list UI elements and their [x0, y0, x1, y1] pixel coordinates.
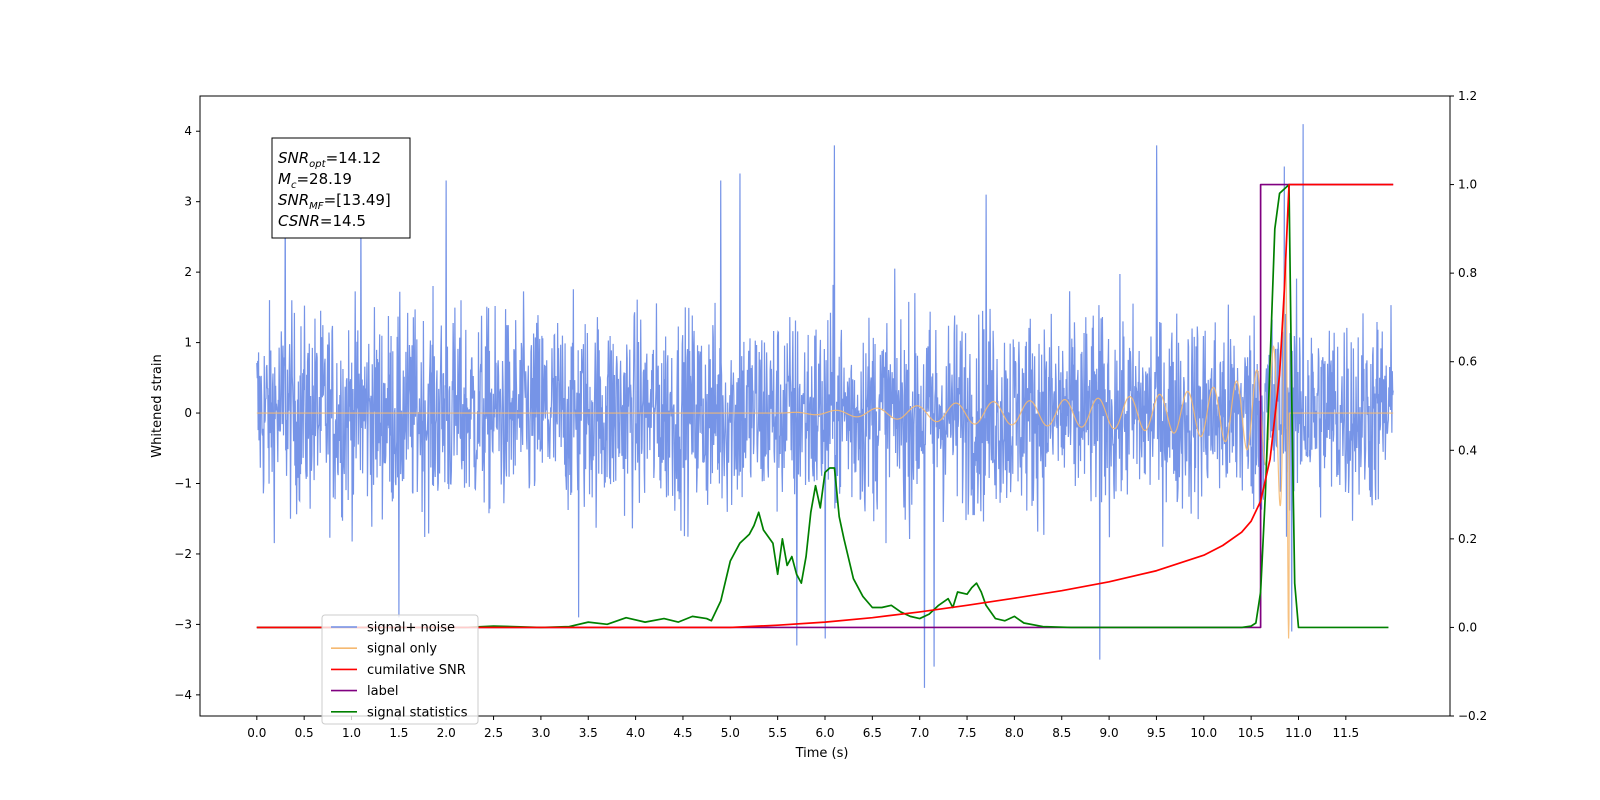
annotation-line: CSNR=14.5 [278, 212, 366, 230]
x-tick-label: 6.0 [815, 726, 834, 740]
x-tick-label: 8.0 [1005, 726, 1024, 740]
y-tick-label-right: −0.2 [1458, 709, 1487, 723]
annotation-symbol: SNR [278, 149, 309, 167]
x-tick-label: 1.0 [342, 726, 361, 740]
legend-label: signal statistics [367, 705, 468, 720]
y-axis-label: Whitened strain [150, 354, 165, 457]
series-layer [256, 124, 1394, 688]
y-tick-label-left: 4 [184, 124, 192, 138]
y-tick-label-left: 2 [184, 265, 192, 279]
series-signal-only-line [256, 254, 1394, 639]
x-tick-label: 2.5 [484, 726, 503, 740]
annotation-frame [271, 137, 411, 239]
x-tick-label: 10.5 [1238, 726, 1265, 740]
x-axis: 0.0 0.5 1.0 1.5 2.0 2.5 3.0 3.5 4.0 4.5 5.0 5.5 6.0 6… [247, 716, 1359, 740]
y-tick-label-right: 0.8 [1458, 266, 1477, 280]
annotation-value: =14.5 [320, 212, 366, 230]
y-tick-label-left: −3 [174, 617, 192, 631]
annotation-box: SNRopt=14.12Mc=28.19SNRMF=[13.49]CSNR=14… [271, 137, 411, 239]
x-tick-label: 3.0 [531, 726, 550, 740]
annotation-subscript: MF [309, 201, 324, 212]
y-axis-right: 1.2 1.0 0.8 0.6 0.4 0.2 0.0 −0.2 [1450, 89, 1487, 723]
legend-label: cumilative SNR [367, 663, 466, 678]
annotation-line: Mc=28.19 [278, 170, 352, 191]
annotation-value: =14.12 [326, 149, 382, 167]
legend-items: signal+ noise signal only cumilative SNR la… [331, 621, 468, 720]
x-tick-label: 6.5 [863, 726, 882, 740]
legend-label: signal+ noise [367, 621, 455, 636]
x-tick-label: 11.5 [1332, 726, 1359, 740]
annotation-subscript: c [291, 180, 297, 191]
x-tick-label: 8.5 [1052, 726, 1071, 740]
series-signal-statistics-line [256, 183, 1389, 629]
annotation-line: SNRMF=[13.49] [278, 191, 391, 212]
legend-label: signal only [367, 642, 437, 657]
annotation-symbol: M [278, 170, 291, 188]
annotation-subscript: opt [309, 159, 326, 170]
x-tick-label: 0.0 [247, 726, 266, 740]
x-tick-label: 3.5 [579, 726, 598, 740]
y-tick-label-left: −1 [174, 477, 192, 491]
y-tick-label-right: 0.2 [1458, 532, 1477, 546]
x-tick-label: 9.5 [1147, 726, 1166, 740]
x-tick-label: 4.0 [626, 726, 645, 740]
y-tick-label-right: 0.4 [1458, 443, 1477, 457]
x-tick-label: 2.0 [437, 726, 456, 740]
annotation-text: SNRopt=14.12Mc=28.19SNRMF=[13.49]CSNR=14… [278, 149, 391, 230]
y-tick-label-right: 0.6 [1458, 355, 1477, 369]
annotation-value: =[13.49] [324, 191, 391, 209]
y-tick-label-right: 0.0 [1458, 620, 1477, 634]
y-axis-left: 4 3 2 1 0 −1 −2 −3 −4 [174, 124, 200, 702]
x-tick-label: 7.5 [957, 726, 976, 740]
x-tick-label: 1.5 [389, 726, 408, 740]
series-cumulative-snr-line [256, 183, 1394, 629]
x-tick-label: 11.0 [1285, 726, 1312, 740]
annotation-symbol: SNR [278, 191, 309, 209]
x-tick-label: 10.0 [1190, 726, 1217, 740]
legend-frame [321, 614, 479, 725]
annotation-symbol: CSNR [278, 212, 320, 230]
x-tick-label: 5.5 [768, 726, 787, 740]
y-tick-label-left: 3 [184, 195, 192, 209]
x-axis-label: Time (s) [795, 746, 849, 761]
x-tick-label: 4.5 [673, 726, 692, 740]
annotation-line: SNRopt=14.12 [278, 149, 381, 170]
series-signal-noise-line [256, 124, 1394, 688]
y-tick-label-left: 0 [184, 406, 192, 420]
annotation-value: =28.19 [296, 170, 352, 188]
y-tick-label-right: 1.2 [1458, 89, 1477, 103]
x-tick-label: 0.5 [295, 726, 314, 740]
y-tick-label-left: −4 [174, 688, 192, 702]
legend: signal+ noise signal only cumilative SNR la… [321, 614, 479, 725]
x-tick-label: 9.0 [1100, 726, 1119, 740]
legend-label: label [367, 684, 398, 699]
y-tick-label-left: 1 [184, 336, 192, 350]
x-tick-label: 7.0 [910, 726, 929, 740]
x-tick-label: 5.0 [721, 726, 740, 740]
y-tick-label-right: 1.0 [1458, 178, 1477, 192]
y-tick-label-left: −2 [174, 547, 192, 561]
